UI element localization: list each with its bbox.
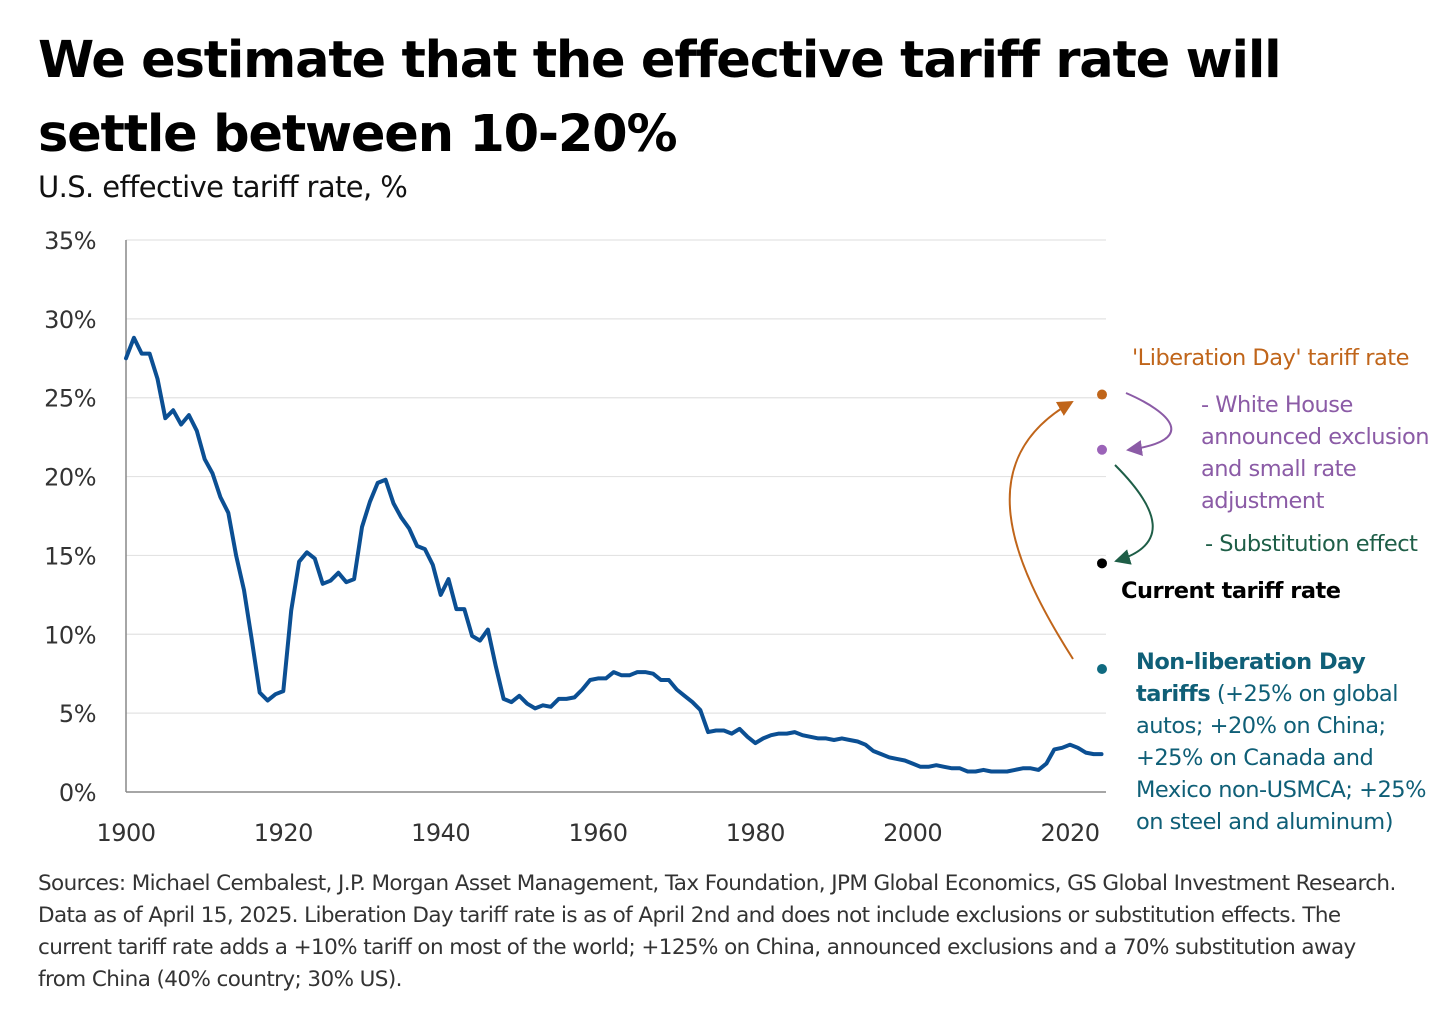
x-axis-ticks: 1900 1920 1940 1960 1980 2000 2020 (96, 819, 1100, 847)
x-tick-label: 1920 (254, 819, 313, 847)
annotation-non-liberation: Non-liberation Day tariffs (+25% on glob… (1136, 646, 1436, 838)
annotation-points (1097, 389, 1107, 674)
x-tick-label: 1900 (96, 819, 155, 847)
gridlines (126, 239, 1106, 714)
x-tick-label: 2020 (1040, 819, 1099, 847)
y-axis-ticks: 0% 5% 10% 15% 20% 25% 30% 35% (44, 227, 96, 807)
y-tick-label: 30% (44, 306, 96, 334)
annotation-substitution: - Substitution effect (1205, 531, 1418, 557)
annotation-current-rate: Current tariff rate (1121, 578, 1341, 604)
y-tick-label: 10% (44, 621, 96, 649)
annotation-point (1097, 389, 1107, 400)
arrow-liberation-to-exclusion (1125, 392, 1173, 456)
arrow-non-liberation-to-liberation (1008, 401, 1074, 660)
y-tick-label: 15% (44, 542, 96, 570)
series-line-effective-tariff (124, 335, 1104, 774)
x-tick-label: 1960 (568, 819, 627, 847)
y-tick-label: 5% (59, 700, 96, 728)
annotation-liberation-day: 'Liberation Day' tariff rate (1132, 345, 1409, 371)
annotation-non-liberation-detail: (+25% on global autos; +20% on China; +2… (1136, 681, 1426, 835)
annotation-non-liberation-bold: Non-liberation Day tariffs (1136, 649, 1366, 707)
annotation-point (1097, 444, 1107, 455)
chart-subtitle: U.S. effective tariff rate, % (38, 170, 408, 204)
x-tick-label: 1980 (726, 819, 785, 847)
y-tick-label: 0% (59, 779, 96, 807)
chart-title: We estimate that the effective tariff ra… (38, 31, 1282, 164)
annotation-point (1097, 558, 1107, 569)
annotation-point (1097, 663, 1107, 674)
arrow-exclusion-to-current (1114, 464, 1154, 565)
y-tick-label: 25% (44, 385, 96, 413)
source-note: Sources: Michael Cembalest, J.P. Morgan … (38, 871, 1396, 992)
y-tick-label: 20% (44, 464, 96, 492)
y-tick-label: 35% (44, 227, 96, 255)
annotation-white-house: - White House announced exclusion and sm… (1201, 392, 1430, 514)
x-tick-label: 2000 (883, 819, 942, 847)
x-tick-label: 1940 (411, 819, 470, 847)
